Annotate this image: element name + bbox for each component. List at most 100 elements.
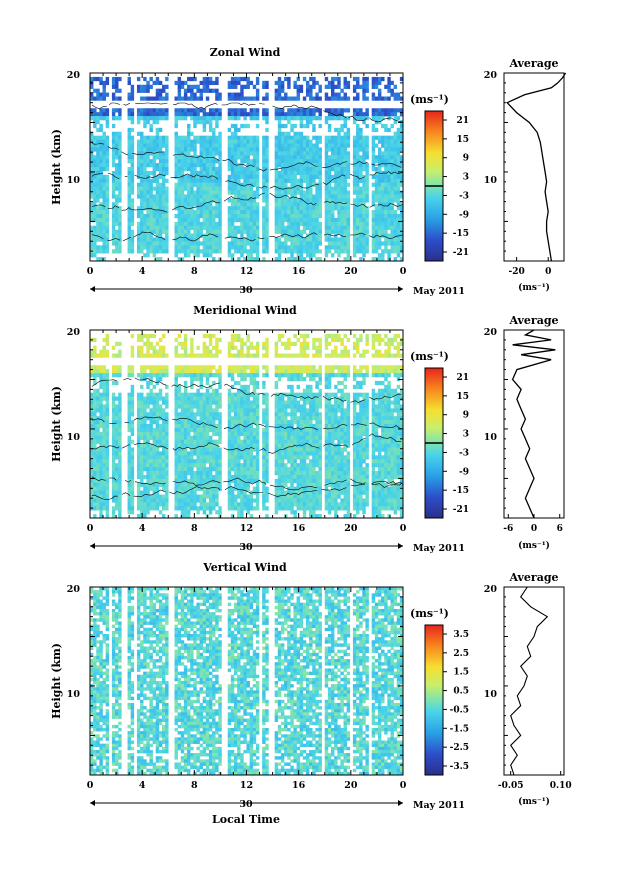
- heatmap-cell: [155, 96, 160, 101]
- heatmap-cell: [205, 333, 210, 339]
- heatmap-cell: [143, 333, 147, 339]
- heatmap-cell: [215, 221, 219, 227]
- heatmap-cell: [136, 392, 141, 397]
- heatmap-cell: [208, 416, 213, 421]
- heatmap-cell: [352, 217, 357, 223]
- heatmap-cell: [371, 84, 376, 89]
- heatmap-cell: [111, 404, 116, 409]
- heatmap-cell: [352, 178, 357, 183]
- heatmap-cell: [96, 135, 100, 140]
- heatmap-cell: [146, 155, 150, 160]
- heatmap-cell: [143, 404, 147, 409]
- heatmap-cell: [287, 229, 291, 234]
- heatmap-cell: [205, 404, 210, 409]
- heatmap-cell: [215, 498, 219, 503]
- heatmap-cell: [187, 202, 191, 207]
- heatmap-cell: [130, 159, 135, 164]
- heatmap-cell: [352, 108, 357, 113]
- heatmap-cell: [327, 198, 332, 203]
- heatmap-cell: [127, 408, 131, 413]
- heatmap-cell: [249, 392, 254, 397]
- heatmap-cell: [365, 210, 369, 215]
- heatmap-cell: [227, 498, 232, 503]
- heatmap-cell: [149, 498, 153, 503]
- heatmap-cell: [146, 474, 150, 480]
- heatmap-cell: [149, 455, 153, 460]
- heatmap-cell: [302, 221, 307, 227]
- heatmap-cell: [327, 112, 332, 117]
- heatmap-cell: [243, 420, 247, 425]
- heatmap-cell: [183, 474, 188, 480]
- heatmap-cell: [359, 221, 363, 227]
- heatmap-cell: [149, 116, 153, 121]
- heatmap-cell: [180, 365, 185, 370]
- heatmap-cell: [346, 174, 351, 180]
- heatmap-cell: [265, 120, 269, 125]
- heatmap-cell: [243, 459, 247, 464]
- heatmap-cell: [233, 237, 238, 242]
- heatmap-cell: [249, 80, 254, 86]
- x-tick-label: 20: [344, 266, 358, 277]
- heatmap-cell: [343, 221, 347, 227]
- heatmap-cell: [334, 221, 338, 227]
- heatmap-cell: [240, 451, 244, 456]
- heatmap-cell: [187, 416, 191, 421]
- heatmap-cell: [352, 249, 357, 254]
- heatmap-cell: [212, 174, 216, 180]
- heatmap-cell: [165, 435, 169, 440]
- heatmap-cell: [155, 174, 160, 180]
- heatmap-cell: [99, 206, 103, 211]
- heatmap-cell: [305, 206, 310, 211]
- heatmap-cell: [331, 194, 335, 199]
- heatmap-cell: [327, 96, 332, 101]
- heatmap-cell: [365, 233, 369, 238]
- heatmap-cell: [237, 400, 241, 405]
- heatmap-cell: [252, 147, 257, 152]
- heatmap-cell: [165, 467, 169, 472]
- heatmap-cell: [384, 241, 388, 246]
- heatmap-cell: [212, 443, 216, 448]
- heatmap-cell: [93, 225, 97, 230]
- heatmap-cell: [371, 139, 376, 144]
- heatmap-cell: [365, 241, 369, 246]
- heatmap-cell: [127, 112, 131, 117]
- heatmap-cell: [149, 369, 153, 374]
- heatmap-cell: [384, 123, 388, 129]
- heatmap-cell: [111, 92, 116, 97]
- heatmap-cell: [233, 92, 238, 97]
- heatmap-cell: [105, 123, 110, 129]
- heatmap-cell: [199, 225, 203, 230]
- heatmap-cell: [240, 471, 244, 476]
- heatmap-cell: [115, 84, 119, 89]
- heatmap-cell: [149, 237, 153, 242]
- heatmap-cell: [155, 135, 160, 140]
- heatmap-cell: [180, 112, 185, 117]
- heatmap-cell: [102, 373, 106, 378]
- profile-x-tick-label: -20: [508, 267, 524, 277]
- heatmap-cell: [230, 225, 235, 230]
- heatmap-cell: [334, 245, 338, 250]
- heatmap-cell: [158, 88, 163, 93]
- heatmap-cell: [215, 455, 219, 460]
- heatmap-cell: [177, 178, 182, 183]
- heatmap-cell: [230, 131, 235, 136]
- heatmap-cell: [127, 443, 131, 448]
- heatmap-cell: [152, 502, 157, 507]
- heatmap-cell: [190, 420, 194, 425]
- heatmap-cell: [324, 159, 329, 164]
- heatmap-cell: [293, 194, 297, 199]
- heatmap-cell: [193, 474, 197, 480]
- heatmap-cell: [390, 194, 394, 199]
- heatmap-cell: [393, 182, 398, 187]
- heatmap-cell: [90, 369, 94, 374]
- heatmap-cell: [158, 92, 163, 97]
- heatmap-cell: [218, 412, 222, 417]
- heatmap-cell: [158, 116, 163, 121]
- heatmap-cell: [187, 108, 191, 113]
- heatmap-cell: [174, 459, 178, 464]
- heatmap-cell: [155, 143, 160, 148]
- heatmap-cell: [196, 163, 200, 168]
- heatmap-cell: [240, 392, 244, 397]
- heatmap-cell: [165, 178, 169, 183]
- heatmap-cell: [115, 221, 119, 227]
